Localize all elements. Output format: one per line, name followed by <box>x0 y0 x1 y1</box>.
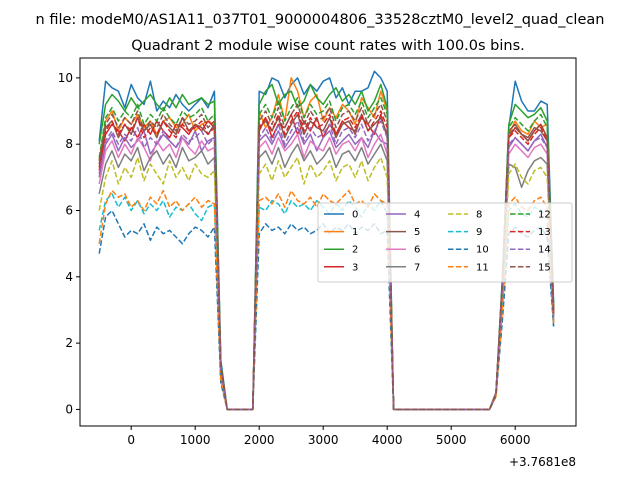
chart-title: Quadrant 2 module wise count rates with … <box>131 38 525 54</box>
legend-label-10: 10 <box>476 245 489 256</box>
y-tick-label: 6 <box>65 204 73 218</box>
legend-label-3: 3 <box>352 262 358 273</box>
series-line-15 <box>98 103 555 411</box>
series-line-14 <box>98 120 555 411</box>
plot-lines <box>98 70 555 411</box>
x-axis-offset-label: +3.7681e8 <box>509 455 576 469</box>
y-tick-label: 4 <box>65 270 73 284</box>
figure-suptitle: n file: modeM0/AS1A11_037T01_9000004806_… <box>36 12 605 28</box>
legend-label-4: 4 <box>414 210 420 221</box>
x-tick-label: 1000 <box>180 433 211 447</box>
legend-label-5: 5 <box>414 227 420 238</box>
x-tick-label: 6000 <box>500 433 531 447</box>
y-axis: 0 2 4 6 8 10 <box>58 71 80 416</box>
legend-label-9: 9 <box>476 227 482 238</box>
legend-label-15: 15 <box>538 262 551 273</box>
x-tick-label: 4000 <box>372 433 403 447</box>
legend-label-0: 0 <box>352 210 358 221</box>
x-tick-label: 0 <box>127 433 135 447</box>
series-line-13 <box>98 110 555 411</box>
y-tick-label: 0 <box>65 402 73 416</box>
legend-label-14: 14 <box>538 245 551 256</box>
y-tick-label: 2 <box>65 336 73 350</box>
legend-label-2: 2 <box>352 245 358 256</box>
legend-label-13: 13 <box>538 227 551 238</box>
y-tick-label: 8 <box>65 137 73 151</box>
x-tick-label: 2000 <box>244 433 275 447</box>
legend-label-7: 7 <box>414 262 420 273</box>
legend-label-12: 12 <box>538 210 551 221</box>
y-tick-label: 10 <box>58 71 73 85</box>
legend-box <box>317 202 573 283</box>
x-tick-label: 3000 <box>308 433 339 447</box>
axes-frame <box>79 57 577 427</box>
series-line-8 <box>98 156 555 411</box>
legend-label-1: 1 <box>352 227 358 238</box>
x-axis: 0 1000 2000 3000 4000 5000 6000 <box>127 426 530 447</box>
legend-label-11: 11 <box>476 262 489 273</box>
legend-label-6: 6 <box>414 245 420 256</box>
legend-label-8: 8 <box>476 210 482 221</box>
x-tick-label: 5000 <box>436 433 467 447</box>
series-line-11 <box>98 189 555 411</box>
